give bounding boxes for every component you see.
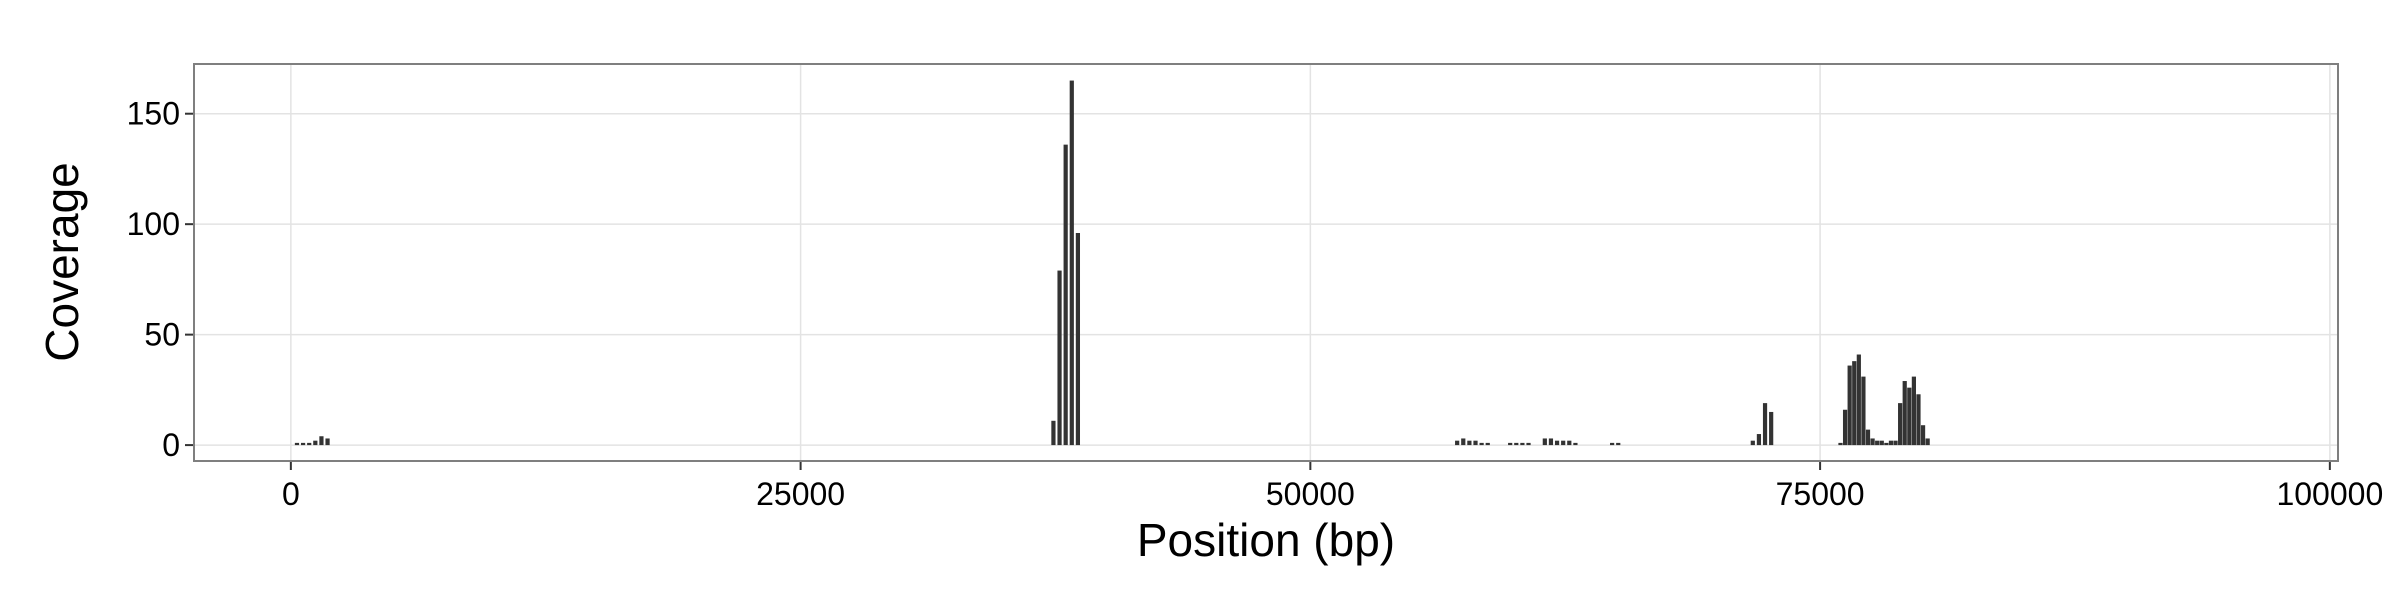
bar bbox=[1884, 442, 1889, 446]
bar bbox=[1756, 434, 1762, 446]
bar bbox=[1479, 442, 1484, 446]
bar bbox=[1542, 438, 1547, 446]
bar bbox=[1075, 233, 1081, 446]
bar bbox=[1616, 442, 1621, 446]
bar bbox=[1911, 376, 1916, 446]
bar bbox=[1902, 381, 1907, 446]
y-tick-label: 0 bbox=[162, 427, 180, 463]
bar bbox=[1856, 354, 1861, 446]
y-tick-label: 150 bbox=[127, 96, 180, 132]
bar bbox=[1750, 440, 1755, 446]
bar bbox=[1514, 442, 1519, 446]
bar bbox=[1573, 442, 1578, 446]
x-tick-label: 25000 bbox=[756, 476, 845, 512]
bar bbox=[1455, 440, 1460, 446]
bar bbox=[1063, 144, 1068, 446]
bar bbox=[1847, 365, 1852, 446]
bar bbox=[319, 436, 324, 446]
plot-panel bbox=[194, 64, 2338, 461]
bar bbox=[300, 442, 306, 446]
bar bbox=[313, 440, 318, 446]
bar bbox=[1485, 442, 1490, 446]
bar bbox=[1057, 270, 1062, 446]
bar bbox=[1920, 425, 1926, 446]
bar bbox=[1842, 409, 1848, 446]
bar bbox=[1520, 442, 1525, 446]
bar bbox=[294, 442, 300, 446]
bar bbox=[325, 438, 330, 446]
bar bbox=[1838, 442, 1843, 446]
bar bbox=[1762, 403, 1768, 446]
bar bbox=[1879, 440, 1884, 446]
bar bbox=[1916, 394, 1921, 446]
bar bbox=[1467, 440, 1472, 446]
bar bbox=[1898, 403, 1903, 446]
x-axis-title: Position (bp) bbox=[1137, 514, 1395, 566]
bar bbox=[1852, 361, 1857, 446]
x-tick-label: 50000 bbox=[1266, 476, 1355, 512]
bar bbox=[1051, 420, 1056, 446]
bar bbox=[1526, 442, 1531, 446]
bar bbox=[1473, 440, 1478, 446]
y-axis-title: Coverage bbox=[36, 162, 88, 361]
bar bbox=[1769, 411, 1774, 446]
bar bbox=[1875, 440, 1880, 446]
bar bbox=[1925, 438, 1930, 446]
bar bbox=[1610, 442, 1615, 446]
bar bbox=[1508, 442, 1513, 446]
bar bbox=[1461, 438, 1466, 446]
y-tick-label: 100 bbox=[127, 206, 180, 242]
plot-border bbox=[193, 63, 2339, 462]
x-tick-label: 0 bbox=[282, 476, 300, 512]
y-tick-label: 50 bbox=[144, 317, 180, 353]
bar bbox=[1567, 440, 1572, 446]
bar bbox=[1907, 387, 1912, 446]
bar bbox=[1069, 80, 1074, 446]
bar bbox=[1554, 440, 1560, 446]
bar bbox=[1888, 440, 1894, 446]
x-tick-label: 100000 bbox=[2276, 476, 2383, 512]
bar bbox=[1861, 376, 1866, 446]
x-tick-label: 75000 bbox=[1776, 476, 1865, 512]
bar bbox=[307, 442, 312, 446]
bar bbox=[1870, 438, 1875, 446]
bar bbox=[1561, 440, 1566, 446]
bar bbox=[1548, 438, 1554, 446]
bar bbox=[1865, 429, 1871, 446]
bar bbox=[1893, 440, 1898, 446]
